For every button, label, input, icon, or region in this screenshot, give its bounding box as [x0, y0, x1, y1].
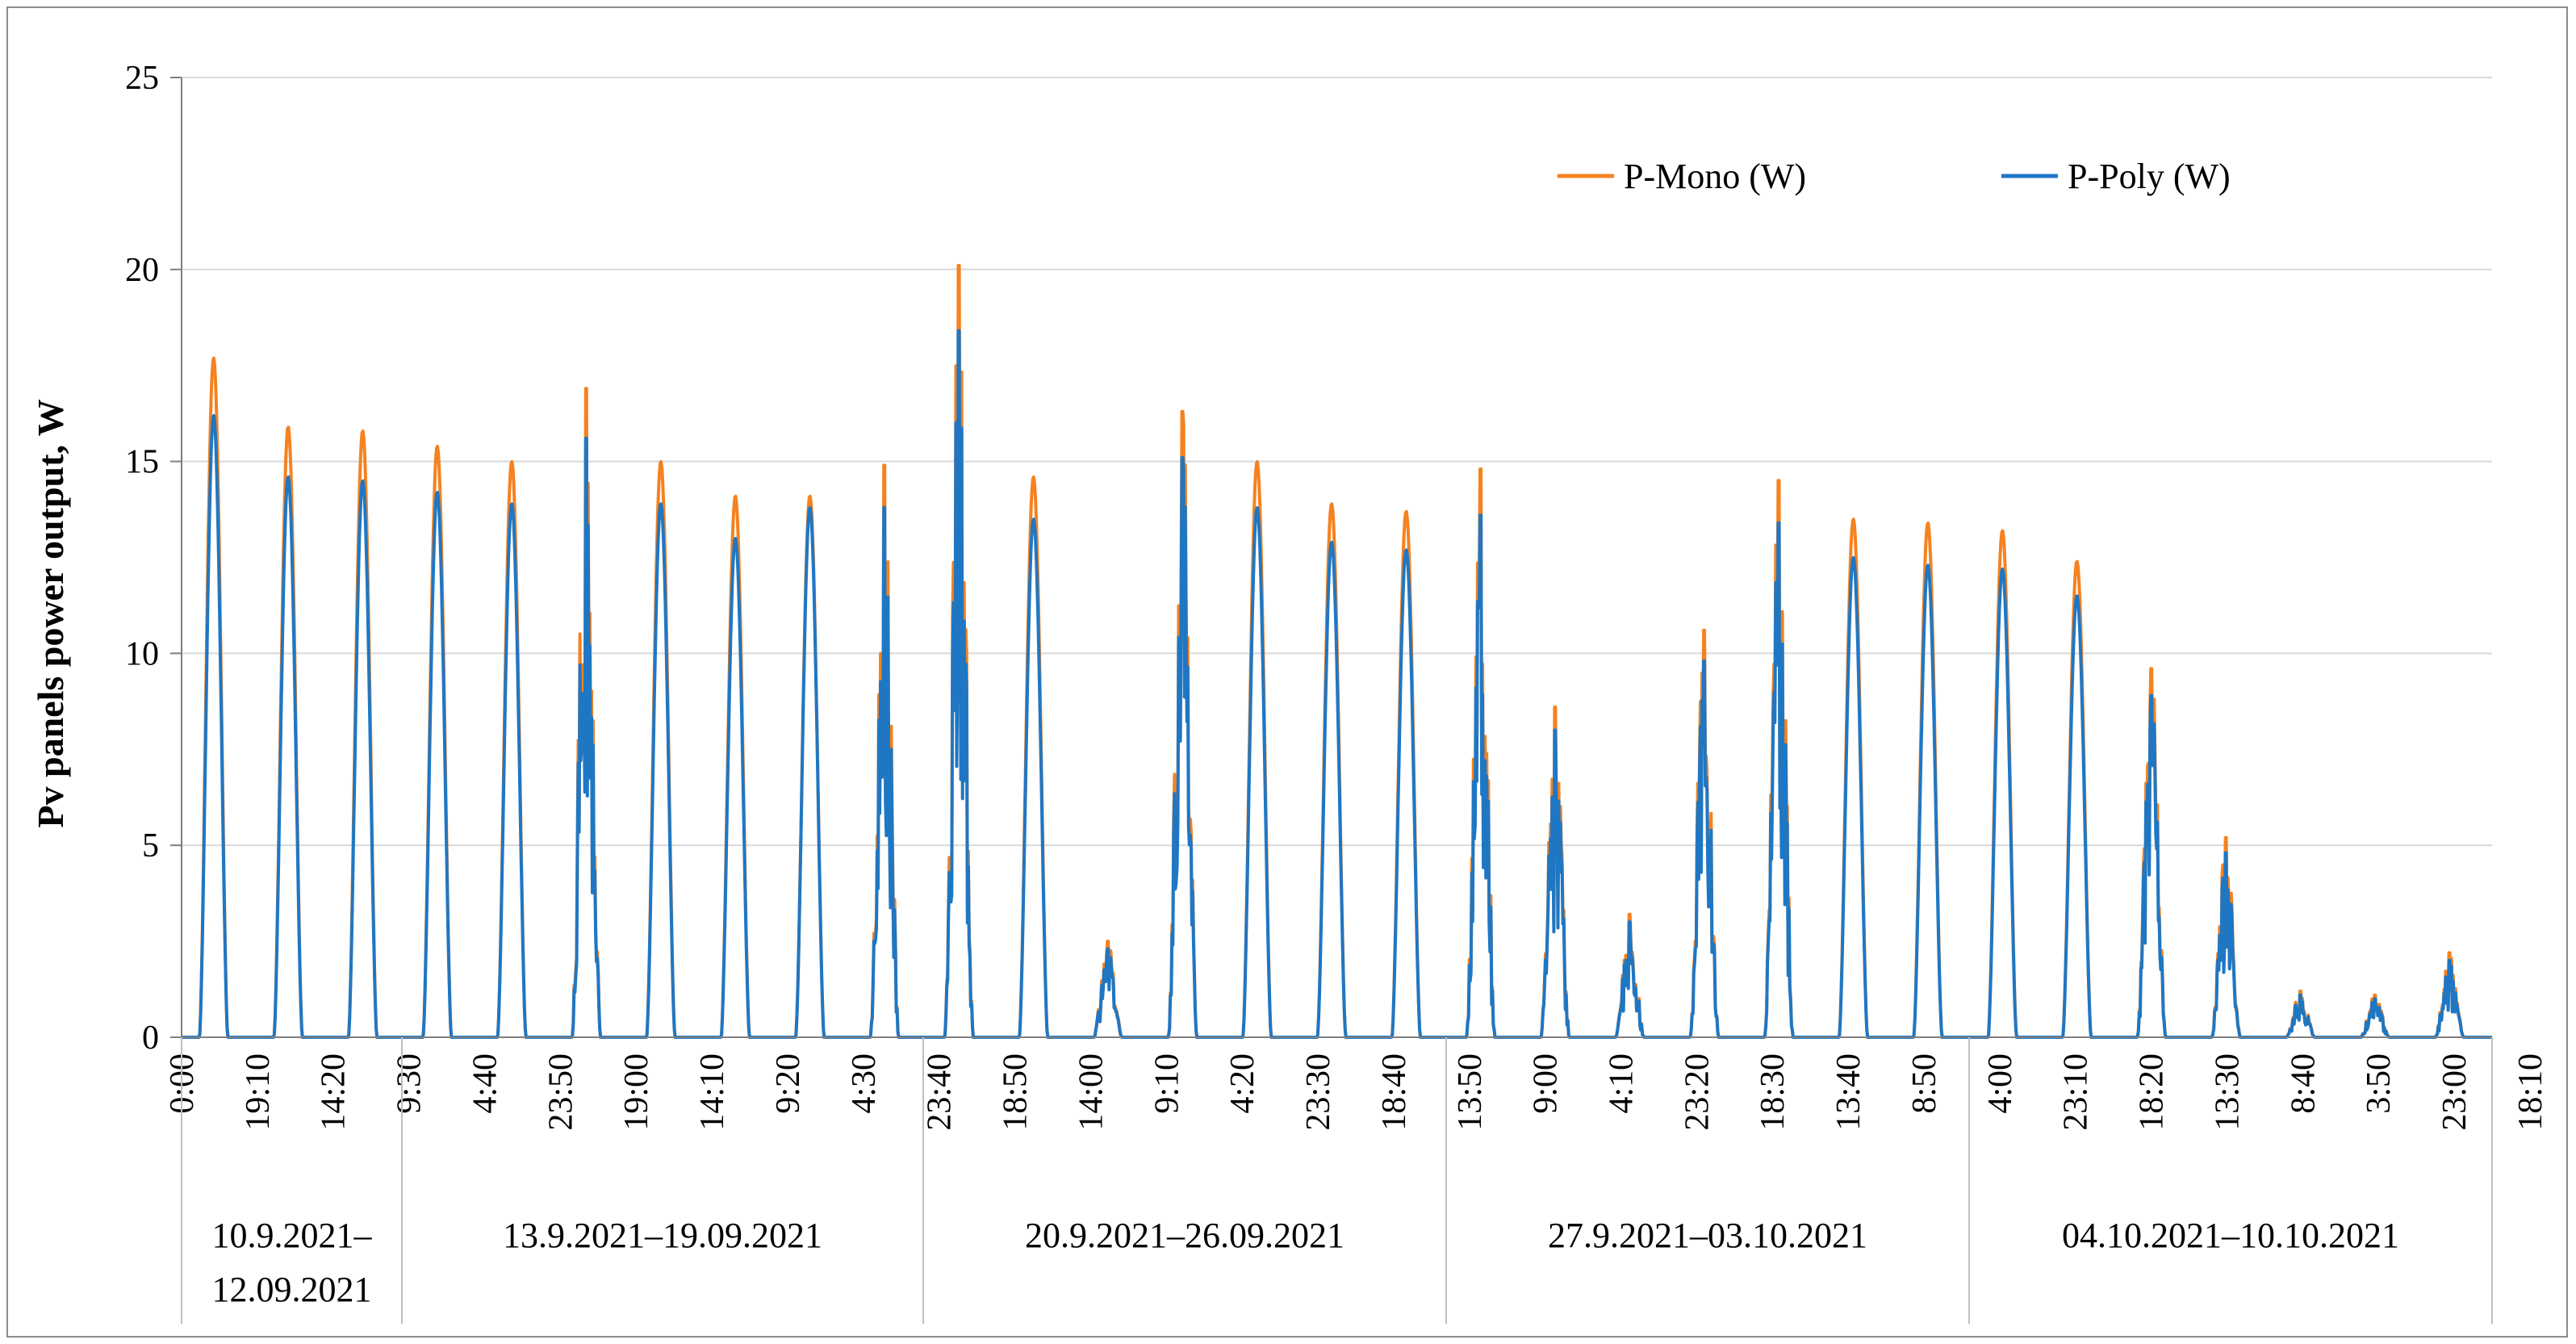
x-tick-label: 19:00: [618, 1053, 655, 1131]
period-label: 04.10.2021–10.10.2021: [2062, 1216, 2399, 1255]
y-tick-label: 25: [125, 60, 159, 97]
period-label: 10.9.2021–: [212, 1216, 373, 1255]
x-tick-label: 23:00: [2436, 1053, 2474, 1131]
axes: [170, 77, 2492, 1038]
x-tick-label: 23:30: [1300, 1053, 1337, 1131]
x-tick-label: 4:00: [1982, 1053, 2019, 1114]
x-tick-label: 8:50: [1906, 1053, 1943, 1114]
legend-label-p-mono: P-Mono (W): [1624, 157, 1806, 196]
x-tick-label: 4:20: [1224, 1053, 1261, 1114]
x-tick-label: 9:10: [1148, 1053, 1186, 1114]
x-tick-label: 23:50: [542, 1053, 579, 1131]
period-label: 27.9.2021–03.10.2021: [1548, 1216, 1867, 1255]
x-tick-label: 18:30: [1754, 1053, 1792, 1131]
period-label-line2: 12.09.2021: [212, 1270, 372, 1309]
x-tick-label: 4:40: [466, 1053, 504, 1114]
x-tick-label: 14:10: [694, 1053, 731, 1131]
legend-label-p-poly: P-Poly (W): [2068, 157, 2231, 196]
y-tick-label: 20: [125, 252, 159, 289]
chart-frame: [6, 6, 2568, 1338]
x-tick-label: 8:40: [2285, 1053, 2322, 1114]
x-tick-label: 23:20: [1679, 1053, 1716, 1131]
y-tick-label: 0: [142, 1020, 159, 1057]
x-tick-label: 9:30: [391, 1053, 429, 1114]
x-tick-label: 18:10: [2512, 1053, 2549, 1131]
x-tick-label: 3:50: [2361, 1053, 2398, 1114]
x-tick-label: 4:10: [1604, 1053, 1641, 1114]
y-axis-label: Pv panels power output, W: [30, 399, 71, 827]
period-groups: 10.9.2021– 12.09.2021 13.9.2021–19.09.2021…: [181, 1037, 2493, 1324]
y-tick-label: 15: [125, 444, 159, 481]
y-tick-label: 5: [142, 827, 159, 865]
x-tick-label: 18:40: [1376, 1053, 1413, 1131]
y-tick-labels: 0 5 10 15 20 25: [125, 60, 159, 1057]
x-tick-label: 13:30: [2209, 1053, 2246, 1131]
x-tick-label: 4:30: [846, 1053, 883, 1114]
x-tick-label: 23:40: [922, 1053, 959, 1131]
x-tick-label: 14:00: [1073, 1053, 1110, 1131]
period-label: 20.9.2021–26.09.2021: [1025, 1216, 1344, 1255]
x-tick-label: 18:50: [997, 1053, 1035, 1131]
y-tick-label: 10: [125, 635, 159, 672]
x-tick-label: 19:10: [240, 1053, 277, 1131]
x-tick-label: 18:20: [2134, 1053, 2171, 1131]
x-tick-label: 9:20: [770, 1053, 807, 1114]
x-tick-label: 13:40: [1830, 1053, 1867, 1131]
legend: P-Mono (W) P-Poly (W): [1558, 157, 2231, 196]
x-tick-label: 9:00: [1528, 1053, 1565, 1114]
x-tick-label: 13:50: [1452, 1053, 1489, 1131]
x-tick-labels: 0:00 19:10 14:20 9:30 4:40 23:50 19:00 14:10 9:2…: [164, 1053, 2549, 1131]
series-line-p-poly: [181, 329, 2493, 1039]
period-label: 13.9.2021–19.09.2021: [503, 1216, 822, 1255]
x-tick-label: 14:20: [316, 1053, 353, 1131]
x-tick-label: 23:10: [2058, 1053, 2095, 1131]
